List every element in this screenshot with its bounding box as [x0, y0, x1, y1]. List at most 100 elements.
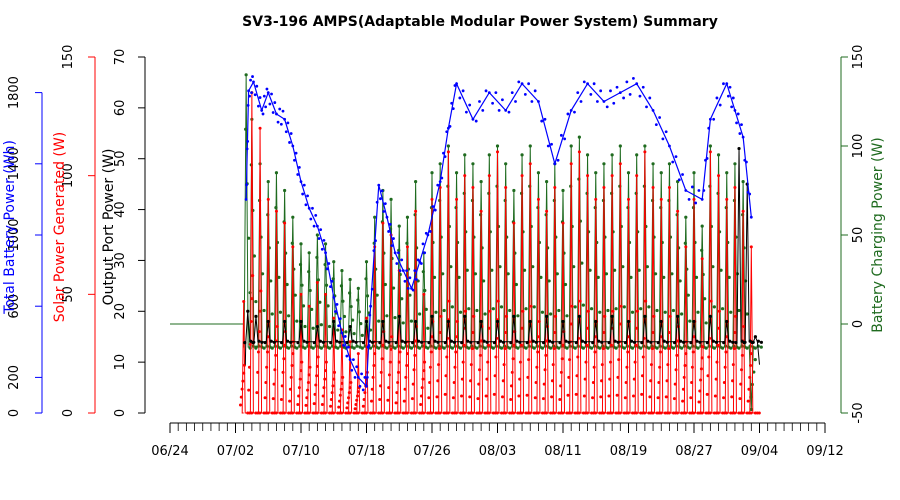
output-power-point [646, 339, 650, 343]
solar-power-point [594, 335, 598, 339]
charging-power-point [490, 268, 494, 272]
battery-power-point [248, 94, 251, 98]
solar-power-point [635, 326, 639, 330]
charging-power-point [278, 310, 283, 314]
output-power-point [545, 314, 549, 318]
solar-power-point [664, 395, 668, 399]
solar-power-point [708, 150, 712, 154]
battery-power-point [674, 155, 678, 159]
charging-power-point [278, 346, 283, 350]
charging-power-point [355, 344, 359, 348]
solar-power-point [632, 377, 636, 381]
solar-power-point [543, 368, 547, 372]
solar-power-point [591, 380, 595, 384]
solar-power-point [697, 400, 701, 404]
charging-power-point [260, 272, 265, 276]
output-power-point [528, 319, 532, 324]
charging-power-point [508, 346, 512, 350]
battery-power-point [314, 214, 318, 217]
battery-power-point [380, 189, 384, 193]
solar-power-point [683, 364, 687, 368]
output-power-point [263, 341, 267, 345]
solar-power-point [258, 309, 262, 313]
solar-power-point [586, 309, 590, 313]
charging-power-point [651, 162, 655, 166]
plot-area [170, 73, 764, 415]
battery-power-point [537, 100, 540, 103]
solar-power-point [240, 387, 244, 391]
solar-power-point [242, 371, 246, 375]
solar-power-point [464, 309, 468, 313]
output-power-point [607, 341, 611, 345]
battery-power-point [501, 98, 504, 102]
solar-power-point [395, 391, 399, 395]
output-power-point [364, 319, 369, 324]
solar-power-point [324, 369, 328, 373]
battery-power-point [333, 310, 337, 313]
battery-power-point [553, 162, 557, 166]
output-power-point [591, 341, 595, 345]
battery-power-point [296, 173, 300, 176]
solar-power-point [478, 368, 482, 372]
battery-power-point [745, 160, 748, 164]
solar-power-point [381, 343, 385, 347]
solar-power-point [641, 355, 645, 359]
battery-power-point [625, 80, 629, 84]
charging-power-point [365, 294, 370, 298]
output-power-point [443, 341, 447, 345]
charging-power-point [753, 346, 757, 350]
solar-power-point [692, 197, 696, 201]
solar-power-point [460, 394, 464, 398]
battery-power-point [681, 173, 684, 176]
charging-power-point [364, 260, 369, 264]
battery-power-point [347, 345, 350, 349]
solar-power-point [420, 386, 424, 390]
battery-power-point [450, 101, 454, 105]
solar-power-point [519, 343, 523, 347]
solar-power-point [380, 357, 384, 361]
output-power-point [580, 339, 584, 343]
battery-power-point [712, 117, 716, 121]
charging-power-point [577, 135, 581, 139]
charging-power-axis-title: Battery Charging Power (W) [870, 137, 886, 333]
charging-power-point [655, 346, 659, 350]
solar-power-point [339, 387, 343, 391]
charging-power-point [647, 305, 651, 309]
solar-power-point [601, 347, 605, 351]
charging-power-point [749, 407, 753, 412]
charging-power-point [487, 153, 491, 157]
charging-power-point [532, 305, 536, 309]
battery-power-point [728, 85, 732, 89]
charging-power-point [663, 310, 667, 314]
battery-power-point [635, 82, 639, 86]
battery-power-point [559, 133, 563, 137]
solar-power-point [553, 411, 557, 415]
solar-power-point [405, 352, 409, 356]
solar-power-point [749, 245, 753, 249]
solar-power-point [356, 394, 360, 398]
solar-power-point [706, 374, 710, 378]
output-power-point [501, 340, 506, 344]
battery-power-point [358, 384, 362, 388]
output-power-point [698, 340, 702, 344]
charging-power-point [680, 346, 684, 350]
battery-power-point [252, 80, 255, 84]
solar-power-point [723, 365, 727, 369]
battery-power-axis: 0 200 600 1000 1400 1800 Total Battery Power (… [2, 76, 43, 417]
solar-power-point [624, 380, 628, 384]
battery-power-point [337, 324, 341, 328]
solar-power-point [651, 186, 655, 190]
solar-power-point [341, 375, 345, 379]
solar-power-point [453, 365, 457, 369]
solar-power-point [748, 375, 752, 379]
solar-power-point [396, 380, 400, 384]
solar-power-point [259, 289, 263, 293]
solar-power-point [681, 399, 685, 403]
solar-power-point [511, 357, 515, 361]
output-power-point [446, 319, 450, 324]
solar-power-point [610, 174, 614, 178]
solar-power-point [288, 387, 292, 391]
solar-power-point [676, 209, 680, 213]
solar-power-point [512, 411, 516, 415]
charging-power-point [248, 346, 252, 350]
